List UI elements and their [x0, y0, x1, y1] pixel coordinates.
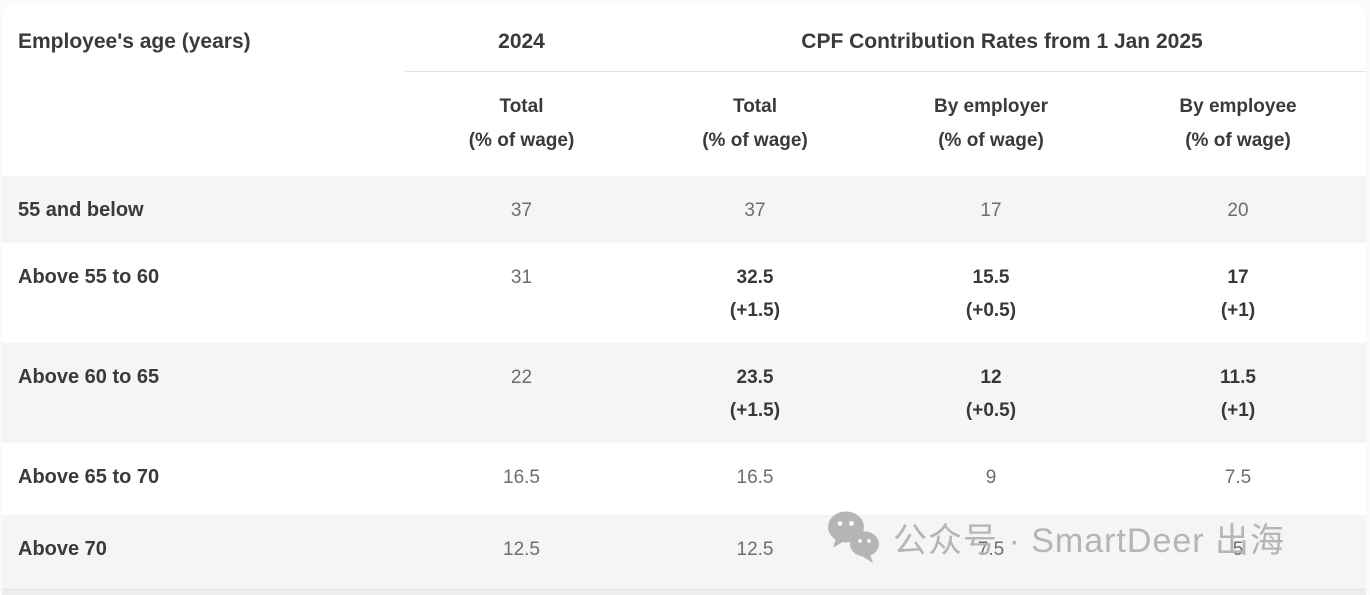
cpf-contribution-rates-table: Employee's age (years) 2024 CPF Contribu…	[2, 4, 1366, 595]
cell-delta: (+1.5)	[729, 300, 781, 321]
subheader-line2: (% of wage)	[702, 130, 808, 151]
cell-total-2024: 22	[510, 367, 533, 388]
subheader-line1: By employer	[933, 96, 1049, 117]
cell-employee-2025: 20	[1227, 200, 1249, 221]
row-age-label: Above 60 to 65	[18, 366, 160, 388]
cell-total-2025: 23.5 (+1.5)	[638, 343, 872, 443]
cell-employee-2025: 5	[1232, 539, 1244, 560]
cell-employer-2025: 7.5	[977, 539, 1005, 560]
subheader-total-2025: Total (% of wage)	[638, 72, 872, 176]
cell-total-2025: 32.5 (+1.5)	[638, 243, 872, 343]
cell-total-2024: 31	[510, 267, 533, 288]
table-row: Above 65 to 70 16.5 16.5 9 7.5	[2, 443, 1366, 515]
table-subheader-row: Total (% of wage) Total (% of wage) By e…	[2, 72, 1366, 176]
cell-value: 23.5	[736, 367, 774, 388]
subheader-line1: By employee	[1179, 96, 1297, 117]
cell-employee-2025: 17 (+1)	[1110, 243, 1366, 343]
row-age-label: Above 65 to 70	[18, 466, 160, 488]
cell-employer-2025: 9	[985, 467, 997, 488]
subheader-line2: (% of wage)	[468, 130, 575, 151]
cell-value: 32.5	[736, 267, 774, 288]
cell-employer-2025: 15.5 (+0.5)	[872, 243, 1110, 343]
table-row: Above 55 to 60 31 32.5 (+1.5) 15.5 (+0.5…	[2, 243, 1366, 343]
table-row: Above 70 12.5 12.5 7.5 5	[2, 515, 1366, 589]
rates-2025-group-header: CPF Contribution Rates from 1 Jan 2025	[638, 4, 1366, 72]
table-row: Above 60 to 65 22 23.5 (+1.5) 12 (+0.5) …	[2, 343, 1366, 443]
row-age-label: Above 70	[18, 538, 107, 560]
cell-total-2024: 12.5	[503, 539, 540, 560]
subheader-line2: (% of wage)	[938, 130, 1044, 151]
row-age-label: Above 55 to 60	[18, 266, 160, 288]
cell-delta: (+0.5)	[965, 400, 1017, 421]
cell-total-2024: 37	[510, 200, 533, 221]
subheader-line1: Total	[499, 96, 544, 117]
cell-total-2024: 16.5	[503, 467, 540, 488]
subheader-by-employee: By employee (% of wage)	[1110, 72, 1366, 176]
cell-value: 15.5	[972, 267, 1010, 288]
subheader-line1: Total	[733, 96, 777, 117]
table-row: 55 and below 37 37 17 20	[2, 176, 1366, 243]
table-bottom-edge	[2, 589, 1366, 595]
cell-employer-2025: 12 (+0.5)	[872, 343, 1110, 443]
cell-total-2025: 37	[744, 200, 766, 221]
cell-total-2025: 12.5	[736, 539, 774, 560]
cell-employer-2025: 17	[980, 200, 1002, 221]
cell-value: 17	[1227, 267, 1249, 288]
year-2024-group-header: 2024	[405, 4, 638, 72]
subheader-total-2024: Total (% of wage)	[405, 72, 638, 176]
cell-total-2025: 16.5	[736, 467, 774, 488]
cell-delta: (+1.5)	[729, 400, 781, 421]
age-column-header: Employee's age (years)	[18, 30, 251, 53]
cell-delta: (+1)	[1220, 300, 1256, 321]
cell-employee-2025: 7.5	[1224, 467, 1252, 488]
cell-value: 11.5	[1220, 367, 1256, 388]
cell-delta: (+1)	[1220, 400, 1256, 421]
subheader-spacer	[2, 72, 405, 176]
cell-value: 12	[980, 367, 1002, 388]
cell-employee-2025: 11.5 (+1)	[1110, 343, 1366, 443]
subheader-line2: (% of wage)	[1185, 130, 1291, 151]
table-group-header-row: Employee's age (years) 2024 CPF Contribu…	[2, 4, 1366, 72]
cell-delta: (+0.5)	[965, 300, 1017, 321]
subheader-by-employer: By employer (% of wage)	[872, 72, 1110, 176]
row-age-label: 55 and below	[18, 199, 144, 221]
